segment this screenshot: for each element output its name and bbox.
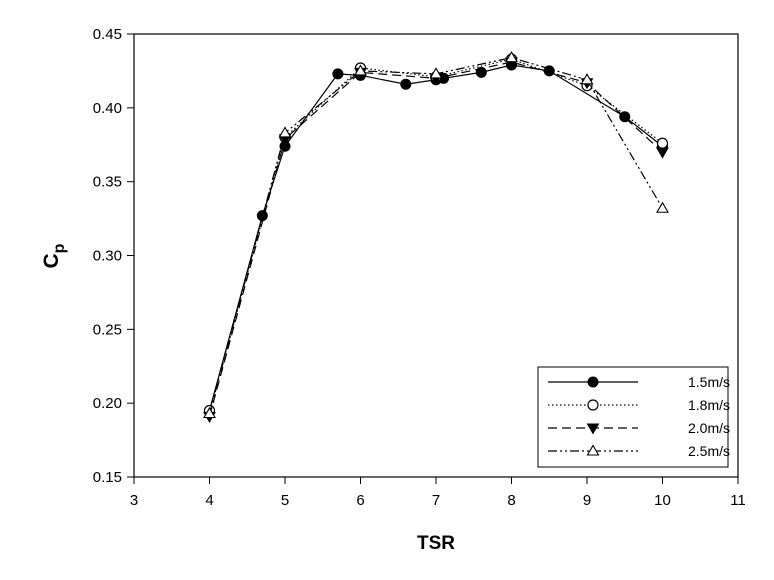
legend: 1.5m/s 1.8m/s 2.0m/s 2.5m/s <box>537 366 730 468</box>
y-axis-title: Cp <box>40 243 68 268</box>
legend-item: 1.8m/s <box>548 397 730 413</box>
legend-label: 1.8m/s <box>688 397 730 413</box>
legend-swatch-marker <box>586 423 600 435</box>
series-1.8m/s <box>203 53 669 417</box>
y-axis-title-sub: p <box>51 243 68 253</box>
x-axis: 3 4 5 6 7 8 9 10 11 <box>130 477 746 509</box>
x-tick-label: 9 <box>583 492 591 509</box>
y-tick-label: 0.45 <box>93 26 122 43</box>
y-tick-label: 0.15 <box>93 469 122 486</box>
x-tick-label: 7 <box>432 492 440 509</box>
x-tick-label: 11 <box>730 492 746 509</box>
series-1.5m/s <box>204 59 668 417</box>
x-tick-label: 3 <box>130 492 138 509</box>
legend-box <box>537 366 729 468</box>
series-line <box>208 58 663 411</box>
legend-items: 1.5m/s 1.8m/s 2.0m/s 2.5m/s <box>548 374 730 459</box>
series-2.5m/s <box>203 51 669 419</box>
data-point <box>505 51 518 63</box>
data-point <box>656 201 669 213</box>
y-axis: 0.15 0.20 0.25 0.30 0.35 0.40 0.45 <box>93 26 134 486</box>
x-tick-label: 5 <box>281 492 289 509</box>
y-tick-label: 0.30 <box>93 248 122 265</box>
y-tick-label: 0.20 <box>93 395 122 412</box>
series-line <box>208 57 664 414</box>
legend-swatch-marker <box>587 376 599 388</box>
legend-label: 2.5m/s <box>688 443 730 459</box>
data-point <box>580 73 594 85</box>
y-tick-label: 0.40 <box>93 100 122 117</box>
data-point <box>656 137 669 149</box>
data-point <box>429 67 443 79</box>
x-axis-title: TSR <box>417 533 455 554</box>
series-line <box>208 61 663 417</box>
data-point <box>332 68 344 80</box>
x-tick-label: 6 <box>356 492 364 509</box>
y-axis-title-main: C <box>40 253 63 268</box>
legend-swatch-marker <box>586 444 600 456</box>
series-line <box>208 64 663 411</box>
legend-item: 2.5m/s <box>548 443 730 459</box>
legend-item: 2.0m/s <box>548 420 730 436</box>
legend-item: 1.5m/s <box>548 374 730 390</box>
svg-text:Cp: Cp <box>40 243 68 268</box>
data-point <box>203 406 216 419</box>
y-tick-label: 0.35 <box>93 174 122 191</box>
x-tick-label: 8 <box>507 492 515 509</box>
data-point <box>354 64 367 76</box>
legend-swatch-marker <box>587 399 599 411</box>
y-tick-label: 0.25 <box>93 321 122 338</box>
data-point <box>400 78 412 90</box>
x-tick-label: 10 <box>654 492 671 509</box>
data-point <box>278 126 292 138</box>
legend-label: 2.0m/s <box>688 420 730 436</box>
x-tick-label: 4 <box>205 492 213 509</box>
data-point <box>475 66 487 78</box>
data-point <box>656 147 669 159</box>
legend-label: 1.5m/s <box>688 374 730 390</box>
series-layer <box>203 51 669 423</box>
